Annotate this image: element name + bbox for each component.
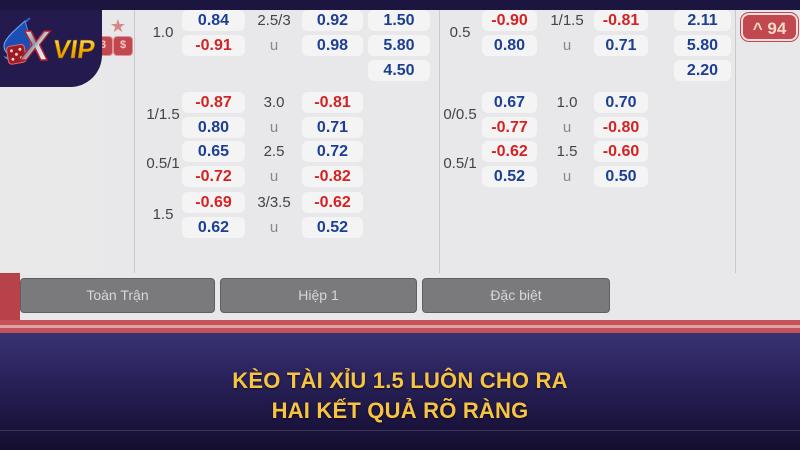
svg-text:X: X: [18, 22, 53, 69]
svg-text:VIP: VIP: [51, 34, 97, 64]
